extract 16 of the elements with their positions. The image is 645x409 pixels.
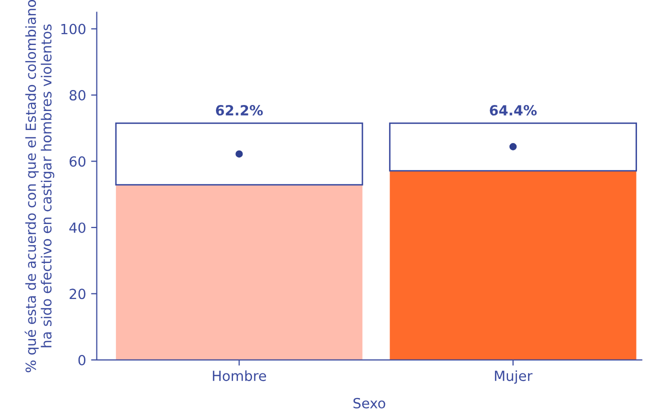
x-tick-label: Hombre <box>212 370 266 382</box>
y-tick-label: 80 <box>70 90 86 101</box>
bar <box>389 122 637 172</box>
x-tick-label: Mujer <box>494 370 532 384</box>
bar <box>390 170 636 360</box>
bar <box>115 122 364 186</box>
y-tick-label: 40 <box>69 222 86 233</box>
data-label: 64.4% <box>490 105 537 116</box>
data-label: 62.2% <box>216 105 263 116</box>
y-tick-label: 0 <box>78 354 86 366</box>
y-tick-label: 60 <box>70 156 86 167</box>
x-axis-title: Sexo <box>353 398 386 408</box>
y-axis-title: % qué esta de acuerdo con que el Estado colombiano ha sido efectivo en castigar hombres violentos <box>24 0 54 372</box>
y-tick-label: 20 <box>70 288 86 300</box>
bar <box>116 184 362 360</box>
y-tick-label: 100 <box>61 24 86 34</box>
